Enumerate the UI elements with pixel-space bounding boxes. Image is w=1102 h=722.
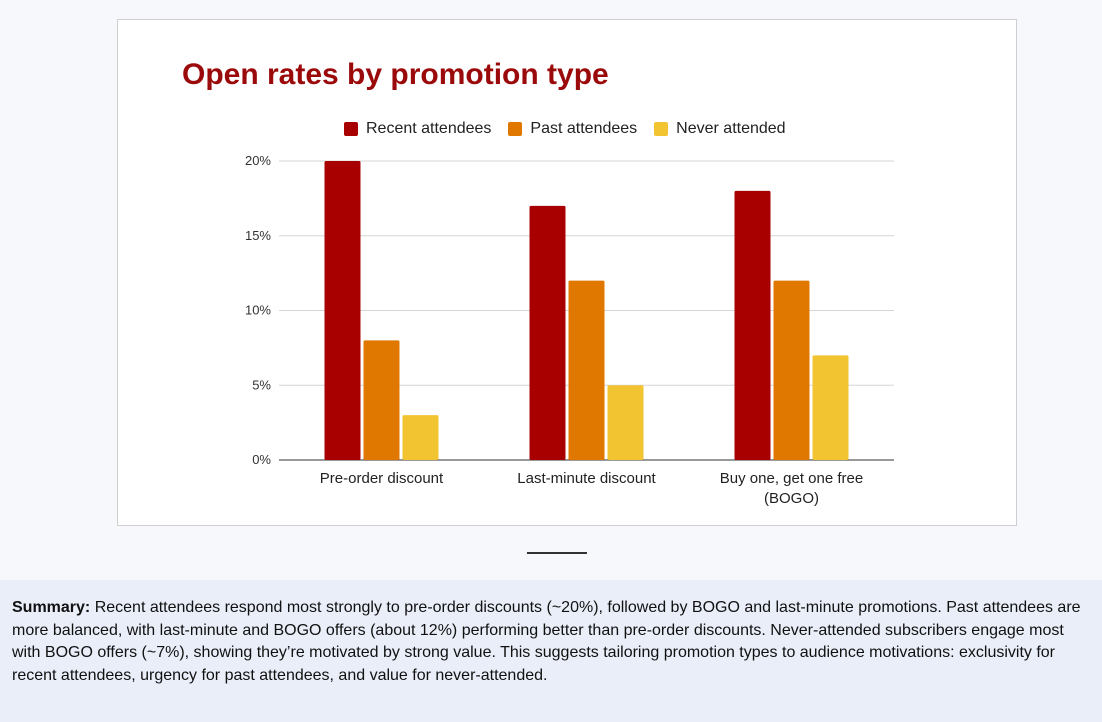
- x-category-label: Last-minute discount: [517, 470, 656, 487]
- legend-label-past: Past attendees: [530, 120, 638, 137]
- bar-recent-attendees-3: [734, 190, 771, 460]
- bar-never-attended-2: [607, 385, 644, 460]
- y-tick-label: 5%: [252, 377, 271, 392]
- legend-label-recent: Recent attendees: [366, 120, 492, 137]
- chart-card: Open rates by promotion type Recent atte…: [117, 19, 1017, 526]
- bar-chart-plot: 0% 5% 10% 15% 20% Pre-order discount Last-minu…: [245, 153, 894, 507]
- y-tick-label: 20%: [245, 153, 271, 168]
- summary-panel: Summary: Recent attendees respond most s…: [0, 580, 1102, 722]
- legend-swatch-recent: [344, 122, 358, 136]
- bar-past-attendees-3: [773, 280, 810, 460]
- summary-text: Recent attendees respond most strongly t…: [12, 599, 1081, 684]
- x-category-label: Pre-order discount: [320, 470, 444, 487]
- bar-never-attended-1: [402, 415, 439, 460]
- y-tick-label: 15%: [245, 228, 271, 243]
- bar-past-attendees-1: [363, 340, 400, 460]
- bar-never-attended-3: [812, 355, 849, 460]
- x-category-label: Buy one, get one free (BOGO): [720, 470, 863, 507]
- summary-label: Summary:: [12, 599, 91, 616]
- legend-label-never: Never attended: [676, 120, 786, 137]
- legend-item-past: Past attendees: [508, 120, 637, 138]
- chart-title: Open rates by promotion type: [182, 58, 609, 91]
- chart-legend: Recent attendees Past attendees Never at…: [344, 120, 803, 138]
- legend-swatch-never: [654, 122, 669, 136]
- bar-recent-attendees-2: [529, 205, 566, 460]
- legend-item-recent: Recent attendees: [344, 120, 491, 138]
- section-divider: [527, 552, 587, 554]
- y-tick-label: 0%: [252, 452, 271, 467]
- bar-past-attendees-2: [568, 280, 605, 460]
- bar-recent-attendees-1: [324, 161, 361, 460]
- y-tick-label: 10%: [245, 303, 271, 318]
- legend-item-never: Never attended: [654, 120, 786, 138]
- legend-swatch-past: [508, 122, 523, 136]
